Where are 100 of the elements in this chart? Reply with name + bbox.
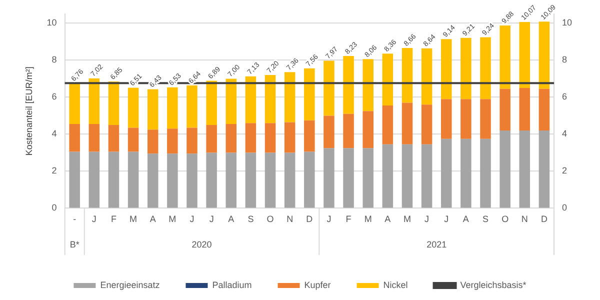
bar bbox=[147, 89, 158, 130]
x-tick-label: J bbox=[424, 214, 430, 224]
y-tick-label: 0 bbox=[52, 202, 57, 213]
bar bbox=[304, 152, 315, 208]
x-tick-label: D bbox=[306, 214, 314, 224]
bar bbox=[460, 138, 472, 208]
x-tick-label: J bbox=[209, 214, 214, 224]
x-tick-label: - bbox=[73, 214, 76, 224]
bar bbox=[226, 152, 237, 208]
bar bbox=[245, 152, 256, 208]
bar bbox=[500, 88, 510, 131]
y-tick-label: 8 bbox=[52, 54, 57, 65]
bar bbox=[206, 152, 217, 208]
y2-tick-label: 4 bbox=[562, 128, 568, 139]
bar bbox=[284, 122, 296, 153]
legend-label: Palladium bbox=[212, 280, 252, 290]
bar bbox=[186, 85, 198, 128]
bar bbox=[343, 148, 354, 208]
bar bbox=[128, 152, 139, 208]
x-tick-label: A bbox=[462, 214, 469, 224]
bar bbox=[88, 152, 100, 208]
bar bbox=[69, 83, 80, 124]
bar bbox=[519, 88, 530, 131]
bar bbox=[167, 154, 178, 208]
bar bbox=[538, 22, 550, 89]
bar bbox=[108, 82, 120, 125]
bar bbox=[421, 144, 432, 208]
bar bbox=[88, 78, 100, 124]
bar bbox=[402, 48, 413, 103]
y-tick-label: 10 bbox=[46, 18, 57, 28]
x-tick-label: M bbox=[130, 214, 138, 224]
bar bbox=[519, 22, 530, 88]
x-tick-label: A bbox=[384, 214, 391, 224]
text: B* bbox=[70, 239, 80, 250]
y2-tick-label: 8 bbox=[562, 54, 568, 65]
legend-label: Vergleichsbasis* bbox=[460, 280, 527, 290]
bar bbox=[147, 154, 158, 208]
x-tick-label: M bbox=[403, 214, 411, 224]
bar bbox=[440, 138, 452, 208]
bar bbox=[88, 124, 100, 152]
x-tick-label: M bbox=[168, 214, 176, 224]
x-tick-label: D bbox=[540, 214, 548, 224]
x-tick-label: F bbox=[346, 214, 352, 224]
x-tick-label: J bbox=[190, 214, 194, 224]
bar bbox=[382, 106, 394, 144]
bar bbox=[382, 54, 394, 106]
bar bbox=[382, 144, 394, 208]
bar bbox=[480, 37, 491, 100]
bar bbox=[167, 128, 178, 154]
bar bbox=[69, 152, 80, 208]
y-axis-title: Kostenanteil [EUR/m²] bbox=[24, 66, 34, 156]
bar bbox=[167, 87, 178, 129]
bar bbox=[324, 60, 334, 116]
x-tick-label: J bbox=[444, 214, 449, 224]
text: 2021 bbox=[426, 239, 447, 250]
bar bbox=[226, 124, 237, 153]
bar bbox=[324, 148, 334, 208]
text: 2020 bbox=[192, 239, 212, 250]
legend-label: Kupfer bbox=[304, 280, 331, 290]
bar bbox=[284, 72, 296, 122]
y-tick-label: 4 bbox=[52, 128, 57, 139]
bar bbox=[440, 39, 452, 100]
bar bbox=[304, 120, 315, 152]
bar bbox=[362, 148, 374, 208]
bar bbox=[186, 128, 198, 154]
x-tick-label: N bbox=[286, 214, 294, 224]
bar bbox=[538, 130, 550, 208]
y2-tick-label: 6 bbox=[562, 92, 568, 102]
bar bbox=[284, 152, 296, 208]
bar bbox=[324, 116, 334, 148]
legend-label: Energieeinsatz bbox=[100, 280, 160, 290]
bar bbox=[264, 123, 276, 153]
bar bbox=[264, 152, 276, 208]
bar bbox=[402, 102, 413, 144]
bar bbox=[304, 68, 315, 120]
bar bbox=[480, 99, 491, 139]
bar bbox=[421, 48, 432, 105]
bar bbox=[206, 124, 217, 153]
bar bbox=[538, 88, 550, 131]
x-tick-label: N bbox=[521, 214, 528, 224]
x-tick-label: O bbox=[502, 214, 509, 224]
bar bbox=[402, 144, 413, 208]
bar bbox=[206, 80, 217, 125]
x-tick-label: F bbox=[110, 214, 117, 224]
bar bbox=[460, 99, 472, 139]
bar bbox=[245, 123, 256, 153]
bar bbox=[440, 99, 452, 139]
bar bbox=[108, 152, 120, 208]
bar bbox=[362, 111, 374, 148]
bar bbox=[362, 59, 374, 112]
y-tick-label: 6 bbox=[52, 92, 57, 102]
bar bbox=[186, 154, 198, 208]
y2-tick-label: 10 bbox=[562, 18, 572, 28]
x-tick-label: S bbox=[482, 214, 489, 224]
bar bbox=[108, 124, 120, 152]
bar bbox=[264, 75, 276, 124]
y2-tick-label: 2 bbox=[562, 166, 568, 176]
x-tick-label: A bbox=[228, 214, 234, 224]
x-tick-label: J bbox=[92, 214, 96, 224]
bar bbox=[147, 130, 158, 154]
